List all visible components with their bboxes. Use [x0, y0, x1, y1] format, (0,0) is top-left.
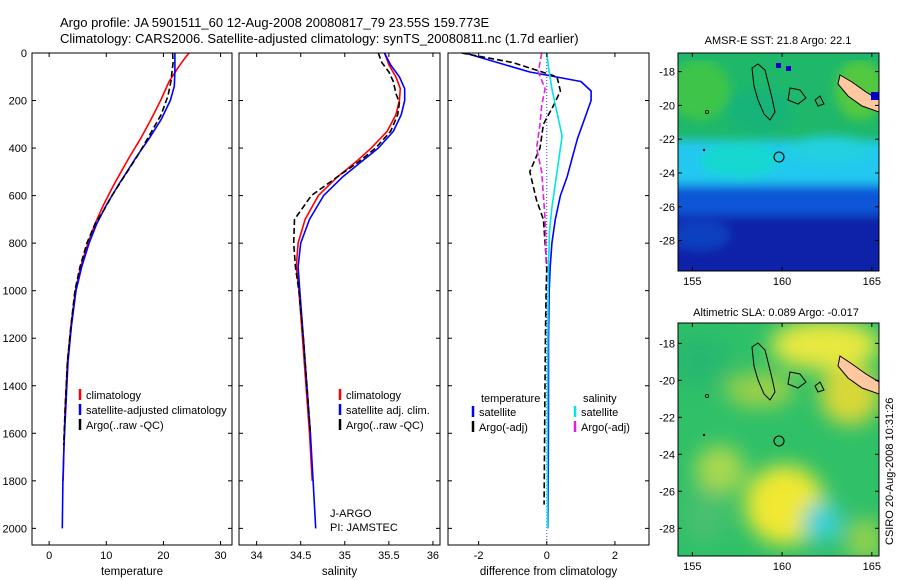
annotation-text: PI: JAMSTEC [330, 522, 398, 534]
timestamp-stamp: CSIRO 20-Aug-2008 10:31:26 [884, 398, 896, 545]
map-x-tick-label: 160 [773, 561, 791, 573]
x-tick-label: 0 [544, 550, 550, 562]
x-axis-label: difference from climatology [480, 566, 617, 578]
annotation-text: J-ARGO [330, 508, 372, 520]
map-y-tick-label: -22 [659, 134, 675, 146]
x-tick-label: 0 [46, 550, 52, 562]
x-tick-label: 34.5 [290, 550, 311, 562]
map-y-tick-label: -26 [659, 486, 675, 498]
axes-frame [31, 52, 233, 546]
legend-label: satellite adj. clim. [346, 405, 430, 417]
x-tick-label: -2 [474, 550, 484, 562]
y-tick-label: 1800 [3, 476, 27, 488]
legend-label: Argo(..raw -QC) [86, 420, 164, 432]
map-y-tick-label: -24 [659, 168, 675, 180]
profile-panel-3: -2 0 2 difference from climatology temperatu… [447, 52, 650, 578]
legend-label: Argo(-adj) [479, 422, 528, 434]
coastline [837, 74, 879, 113]
y-tick-label: 1600 [3, 428, 27, 440]
coastline [787, 87, 807, 105]
coastline [751, 342, 776, 401]
map-x-tick-label: 165 [863, 561, 881, 573]
profile-panel-2: 34 34.5 35 35.5 36 salinity climatology satelli… [238, 52, 441, 578]
coastline [787, 371, 807, 389]
map-x-tick-label: 160 [773, 276, 791, 288]
map-y-tick-label: -18 [659, 67, 675, 79]
sst-map: AMSR-E SST: 21.8 Argo: 22.1 [659, 35, 881, 288]
y-tick-label: 600 [9, 191, 27, 203]
profile-location-marker [773, 435, 785, 447]
x-tick-label: 2 [612, 550, 618, 562]
series-line-satellite-adj-clim [297, 52, 406, 529]
sla-map: Altimetric SLA: 0.089 Argo: -0.017 [659, 307, 881, 573]
y-tick-label: 2000 [3, 523, 27, 535]
y-tick-label: 0 [21, 48, 27, 60]
map-y-tick-label: -22 [659, 412, 675, 424]
x-tick-label: 35 [339, 550, 351, 562]
x-axis-label: temperature [101, 566, 163, 578]
legend-header: salinity [583, 393, 617, 405]
sst-map-title: AMSR-E SST: 21.8 Argo: 22.1 [705, 35, 852, 47]
profile-panels: 0 10 20 30020040060080010001200140016001800… [3, 48, 650, 578]
map-y-tick-label: -18 [659, 338, 675, 350]
x-tick-label: 30 [214, 550, 226, 562]
x-tick-label: 34 [251, 550, 263, 562]
coastline [751, 63, 776, 121]
map-y-tick-label: -20 [659, 375, 675, 387]
profile-location-marker [773, 151, 785, 163]
map-x-tick-label: 155 [683, 561, 701, 573]
y-tick-label: 1000 [3, 286, 27, 298]
legend-header: temperature [481, 393, 540, 405]
y-tick-label: 800 [9, 238, 27, 250]
series-line-satellite [464, 52, 592, 529]
map-x-tick-label: 165 [863, 276, 881, 288]
figure-title-line1: Argo profile: JA 5901511_60 12-Aug-2008 … [60, 15, 489, 30]
figure-title-line2: Climatology: CARS2006. Satellite-adjuste… [60, 31, 579, 46]
sla-map-title: Altimetric SLA: 0.089 Argo: -0.017 [693, 307, 859, 319]
coastline [814, 95, 825, 107]
series-line-argo-adj [535, 52, 547, 267]
x-tick-label: 35.5 [378, 550, 399, 562]
map-y-tick-label: -28 [659, 236, 675, 248]
series-line-argo-adj [461, 52, 562, 505]
y-tick-label: 400 [9, 143, 27, 155]
x-tick-label: 36 [427, 550, 439, 562]
x-tick-label: 10 [100, 550, 112, 562]
map-y-tick-label: -26 [659, 202, 675, 214]
series-line-satellite [546, 52, 563, 529]
x-tick-label: 20 [157, 550, 169, 562]
legend-label: climatology [86, 390, 142, 402]
axes-frame [447, 52, 650, 546]
legend-label: satellite-adjusted climatology [86, 405, 227, 417]
legend-label: satellite [581, 407, 618, 419]
series-line-argo-raw-qc [292, 52, 401, 434]
profile-panel-1: 0 10 20 30 0 200 400 600 800 1000 1200 1400 1600 1800… [3, 48, 233, 578]
map-x-tick-label: 155 [683, 276, 701, 288]
series-line-argo-raw-qc [62, 52, 174, 446]
y-tick-label: 200 [9, 96, 27, 108]
series-line-satellite-adjusted-climatology [61, 53, 176, 529]
legend-label: satellite [479, 407, 516, 419]
y-tick-label: 1200 [3, 333, 27, 345]
y-tick-label: 1400 [3, 381, 27, 393]
coastline [814, 381, 825, 393]
map-y-tick-label: -28 [659, 523, 675, 535]
legend-label: climatology [346, 390, 402, 402]
x-axis-label: salinity [322, 566, 357, 578]
map-y-tick-label: -24 [659, 449, 675, 461]
coastline [837, 355, 879, 395]
map-y-tick-label: -20 [659, 100, 675, 112]
legend-label: Argo(-adj) [581, 422, 630, 434]
legend-label: Argo(..raw -QC) [346, 420, 424, 432]
axes-frame [238, 52, 441, 546]
